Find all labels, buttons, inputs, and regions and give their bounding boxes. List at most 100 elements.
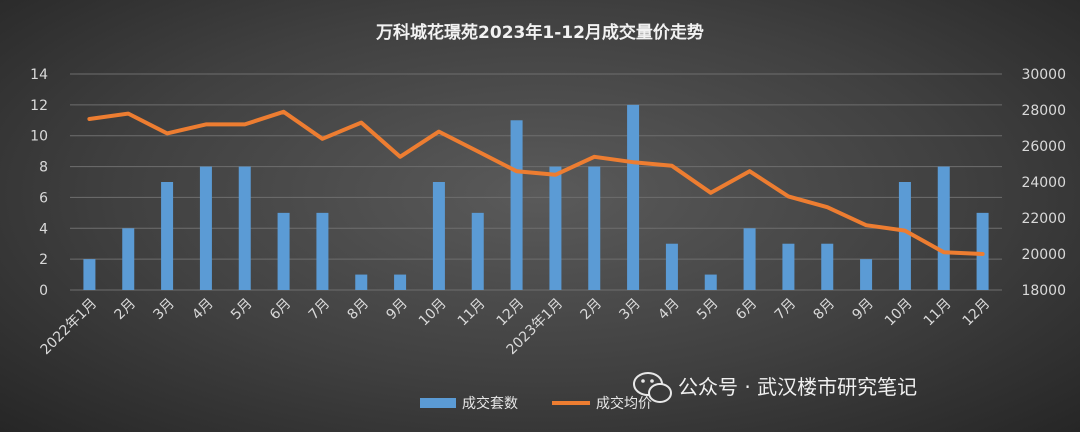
y-right-tick-label: 18000 bbox=[1021, 283, 1066, 299]
line-point bbox=[283, 111, 285, 113]
y-left-tick-label: 8 bbox=[39, 160, 48, 176]
line-point bbox=[88, 118, 90, 120]
line-point bbox=[943, 251, 945, 253]
bar bbox=[821, 243, 834, 290]
line-point bbox=[244, 123, 246, 125]
bar bbox=[976, 212, 989, 290]
x-tick-label: 8月 bbox=[345, 296, 373, 324]
gridlines bbox=[70, 73, 1002, 291]
bar bbox=[782, 243, 795, 290]
bar bbox=[161, 182, 174, 290]
x-tick-label: 11月 bbox=[455, 296, 489, 330]
y-left-tick-label: 6 bbox=[39, 190, 48, 206]
bar bbox=[627, 104, 640, 290]
line-point bbox=[749, 170, 751, 172]
bar bbox=[122, 228, 135, 290]
wechat-icon bbox=[633, 372, 672, 403]
x-tick-label: 12月 bbox=[494, 296, 528, 330]
line-point bbox=[710, 192, 712, 194]
x-tick-label: 2022年1月 bbox=[38, 296, 101, 359]
x-tick-label: 2月 bbox=[578, 296, 606, 324]
y-right-axis: 18000 20000 22000 24000 26000 28000 30000 bbox=[1021, 67, 1066, 299]
bar bbox=[898, 182, 911, 290]
x-tick-label: 6月 bbox=[267, 296, 295, 324]
y-right-tick-label: 20000 bbox=[1021, 247, 1066, 263]
line-point bbox=[127, 113, 129, 115]
x-tick-label: 11月 bbox=[921, 296, 955, 330]
watermark: 公众号 · 武汉楼市研究笔记 bbox=[633, 372, 917, 403]
y-right-tick-label: 26000 bbox=[1021, 139, 1066, 155]
bar bbox=[316, 212, 329, 290]
x-tick-label: 9月 bbox=[849, 296, 877, 324]
line-point bbox=[321, 138, 323, 140]
x-tick-label: 6月 bbox=[733, 296, 761, 324]
bar bbox=[432, 182, 445, 290]
line-series bbox=[87, 109, 985, 256]
bar bbox=[665, 243, 678, 290]
line-point bbox=[632, 161, 634, 163]
bar bbox=[860, 259, 873, 290]
line-point bbox=[865, 224, 867, 226]
x-tick-label: 2月 bbox=[112, 296, 140, 324]
chart-title: 万科城花璟苑2023年1-12月成交量价走势 bbox=[375, 22, 704, 43]
x-tick-label: 9月 bbox=[383, 296, 411, 324]
x-tick-label: 3月 bbox=[150, 296, 178, 324]
bar bbox=[510, 120, 523, 291]
line-path bbox=[87, 109, 985, 256]
line-point bbox=[826, 206, 828, 208]
bar bbox=[937, 166, 950, 290]
bar bbox=[83, 259, 96, 290]
x-tick-label: 5月 bbox=[694, 296, 722, 324]
y-left-tick-label: 2 bbox=[39, 252, 48, 268]
x-tick-label: 10月 bbox=[416, 296, 450, 330]
x-tick-label: 4月 bbox=[655, 296, 683, 324]
x-tick-label: 12月 bbox=[960, 296, 994, 330]
y-right-tick-label: 28000 bbox=[1021, 103, 1066, 119]
line-point bbox=[477, 150, 479, 152]
bar bbox=[238, 166, 251, 290]
line-point bbox=[554, 174, 556, 176]
bar bbox=[394, 274, 407, 290]
legend-label-bars: 成交套数 bbox=[462, 395, 518, 412]
y-left-tick-label: 10 bbox=[30, 129, 48, 145]
bar bbox=[199, 166, 212, 290]
line-point bbox=[904, 230, 906, 232]
x-tick-label: 4月 bbox=[189, 296, 217, 324]
line-point bbox=[438, 131, 440, 133]
y-right-tick-label: 22000 bbox=[1021, 211, 1066, 227]
line-point bbox=[516, 170, 518, 172]
y-left-tick-label: 4 bbox=[39, 221, 48, 237]
line-point bbox=[399, 156, 401, 158]
legend-swatch-bars bbox=[420, 398, 456, 408]
x-tick-label: 3月 bbox=[616, 296, 644, 324]
bar bbox=[549, 166, 562, 290]
bar bbox=[704, 274, 717, 290]
bar bbox=[277, 212, 290, 290]
x-tick-label: 10月 bbox=[882, 296, 916, 330]
watermark-text: 公众号 · 武汉楼市研究笔记 bbox=[678, 375, 917, 399]
bar bbox=[743, 228, 756, 290]
bar bbox=[588, 166, 601, 290]
x-tick-label: 7月 bbox=[306, 296, 334, 324]
line-point bbox=[671, 165, 673, 167]
bar bbox=[471, 212, 484, 290]
bar-series bbox=[83, 104, 989, 291]
x-tick-label: 5月 bbox=[228, 296, 256, 324]
line-point bbox=[360, 122, 362, 124]
bar bbox=[355, 274, 368, 290]
legend-label-line: 成交均价 bbox=[596, 395, 652, 412]
y-left-tick-label: 12 bbox=[30, 98, 48, 114]
y-left-axis: 0 2 4 6 8 10 12 14 bbox=[30, 67, 48, 299]
line-point bbox=[787, 195, 789, 197]
y-left-tick-label: 0 bbox=[39, 283, 48, 299]
y-right-tick-label: 30000 bbox=[1021, 67, 1066, 83]
x-tick-label: 8月 bbox=[811, 296, 839, 324]
line-point bbox=[593, 156, 595, 158]
y-left-tick-label: 14 bbox=[30, 67, 48, 83]
y-right-tick-label: 24000 bbox=[1021, 175, 1066, 191]
legend: 成交套数 成交均价 bbox=[420, 395, 652, 412]
x-tick-label: 7月 bbox=[772, 296, 800, 324]
line-point bbox=[205, 123, 207, 125]
